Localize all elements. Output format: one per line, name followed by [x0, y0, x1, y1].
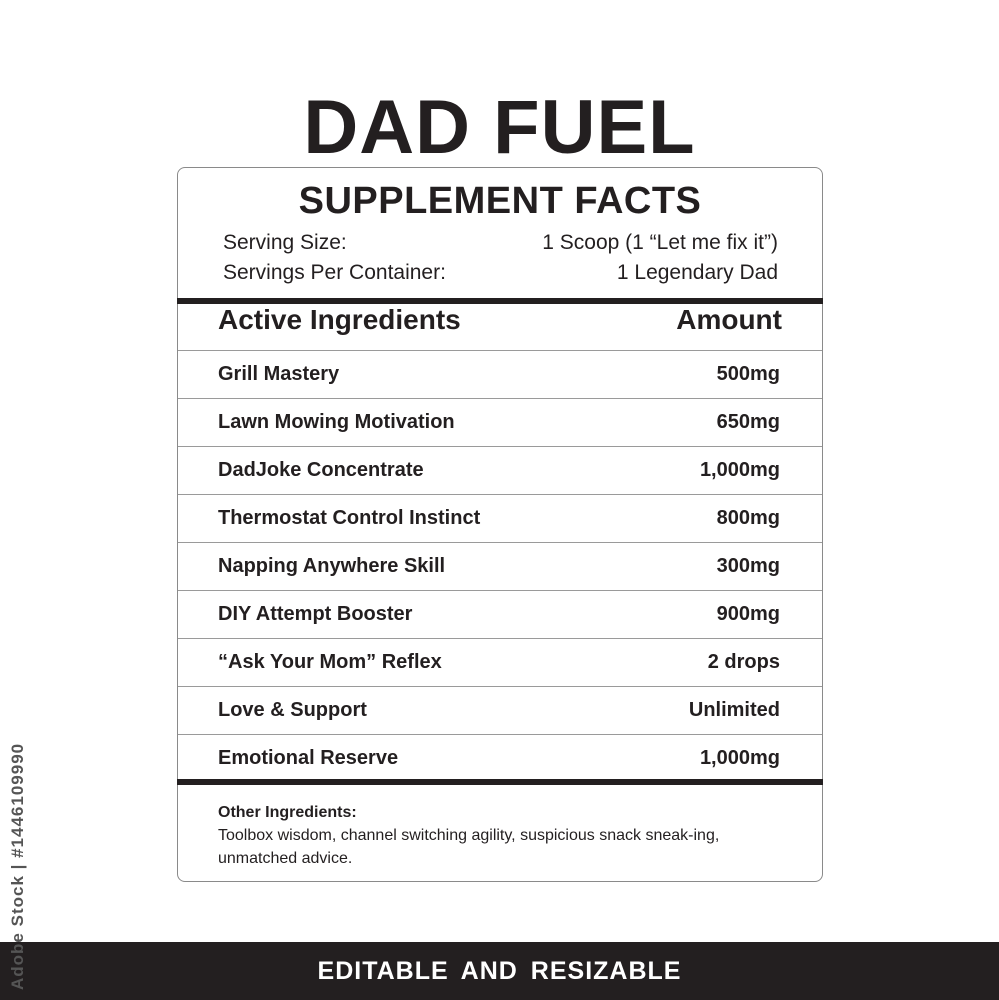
- table-row: Thermostat Control Instinct 800mg: [178, 494, 822, 542]
- table-row: DIY Attempt Booster 900mg: [178, 590, 822, 638]
- divider-thick: [177, 779, 823, 785]
- ingredient-amount: 1,000mg: [699, 747, 780, 769]
- ingredient-name: Thermostat Control Instinct: [218, 507, 481, 529]
- other-ingredients-label: Other Ingredients:: [218, 804, 357, 821]
- table-row: Emotional Reserve 1,000mg: [178, 734, 822, 782]
- ingredient-amount: 500mg: [716, 363, 780, 385]
- table-row: “Ask Your Mom” Reflex 2 drops: [178, 638, 822, 686]
- other-ingredients: Other Ingredients: Toolbox wisdom, chann…: [218, 801, 792, 870]
- table-row: Lawn Mowing Motivation 650mg: [178, 398, 822, 446]
- ingredient-name: Lawn Mowing Motivation: [218, 411, 455, 433]
- header-amount: Amount: [676, 304, 782, 335]
- supplement-facts-panel: SUPPLEMENT FACTS Serving Size: 1 Scoop (…: [177, 167, 823, 882]
- serving-size-value: 1 Scoop (1 “Let me fix it”): [542, 231, 778, 254]
- ingredient-name: Napping Anywhere Skill: [218, 555, 446, 577]
- divider-thick: [177, 298, 823, 304]
- panel-heading: SUPPLEMENT FACTS: [298, 180, 702, 222]
- ingredient-name: DIY Attempt Booster: [218, 603, 413, 625]
- ingredient-amount: 1,000mg: [699, 459, 780, 481]
- ingredient-amount: 800mg: [716, 507, 780, 529]
- ingredient-amount: 650mg: [716, 411, 780, 433]
- table-row: Love & Support Unlimited: [178, 686, 822, 734]
- servings-row: Servings Per Container: 1 Legendary Dad: [223, 261, 778, 285]
- table-row: Grill Mastery 500mg: [178, 350, 822, 398]
- serving-size-label: Serving Size:: [223, 231, 347, 254]
- table-row: Napping Anywhere Skill 300mg: [178, 542, 822, 590]
- watermark: Adobe Stock | #1446109990: [8, 742, 27, 990]
- servings-value: 1 Legendary Dad: [616, 261, 778, 284]
- ingredient-name: “Ask Your Mom” Reflex: [218, 651, 442, 673]
- header-ingredients: Active Ingredients: [218, 304, 461, 335]
- ingredient-amount: 300mg: [716, 555, 780, 577]
- ingredient-amount: 900mg: [716, 603, 780, 625]
- ingredient-name: Love & Support: [218, 699, 367, 721]
- ingredient-amount: Unlimited: [688, 699, 780, 721]
- ingredient-name: Emotional Reserve: [218, 747, 399, 769]
- serving-size-row: Serving Size: 1 Scoop (1 “Let me fix it”…: [223, 231, 778, 255]
- ingredient-name: Grill Mastery: [218, 363, 340, 385]
- ingredient-name: DadJoke Concentrate: [218, 459, 424, 481]
- product-title: DAD FUEL: [303, 85, 696, 170]
- ingredient-amount: 2 drops: [707, 651, 780, 673]
- servings-label: Servings Per Container:: [223, 261, 446, 284]
- table-row: DadJoke Concentrate 1,000mg: [178, 446, 822, 494]
- other-ingredients-text: Toolbox wisdom, channel switching agilit…: [218, 827, 720, 867]
- banner: EDITABLE AND RESIZABLE: [0, 942, 999, 1000]
- table-header: Active Ingredients Amount: [218, 304, 782, 336]
